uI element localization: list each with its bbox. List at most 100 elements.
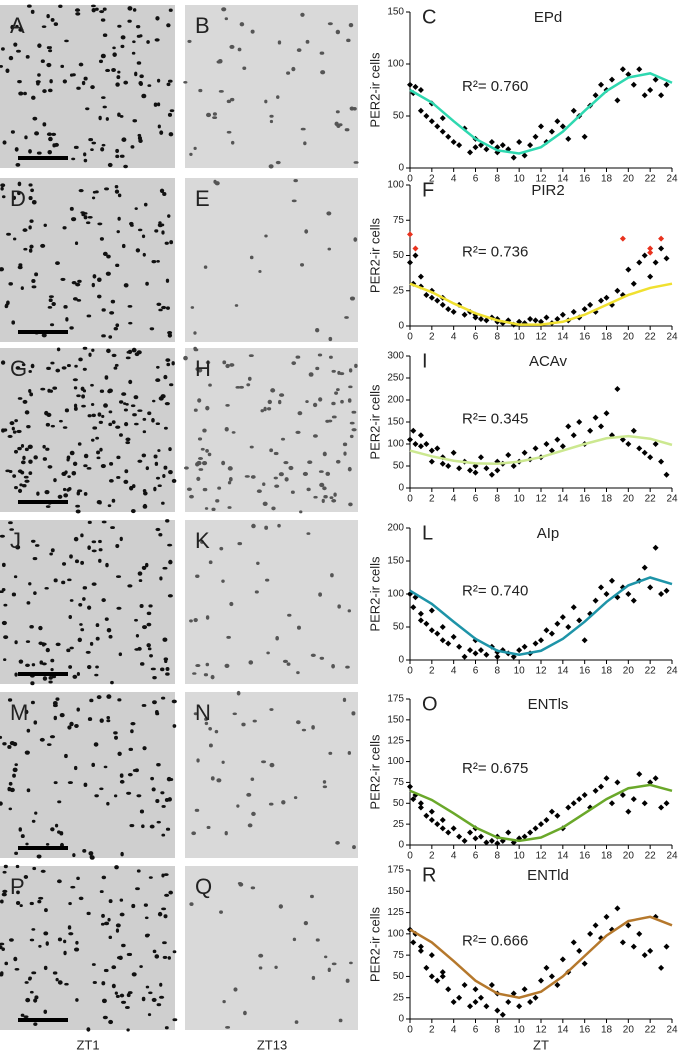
data-point xyxy=(439,969,446,976)
x-tick-label: 6 xyxy=(473,851,479,862)
cell xyxy=(348,385,353,389)
cell xyxy=(319,656,325,660)
cell xyxy=(115,82,120,87)
cell xyxy=(157,449,161,453)
cell xyxy=(27,444,33,450)
cell xyxy=(155,16,160,21)
cell xyxy=(115,323,120,328)
cell xyxy=(83,782,88,787)
cell xyxy=(226,635,231,639)
chart-title: PIR2 xyxy=(531,182,564,199)
cell xyxy=(196,758,200,763)
cell xyxy=(73,145,79,149)
data-point xyxy=(472,650,479,657)
cell xyxy=(57,980,63,985)
fit-curve xyxy=(409,282,673,326)
cell xyxy=(165,827,171,831)
data-point xyxy=(636,771,643,778)
cell xyxy=(33,720,38,725)
data-point xyxy=(603,775,610,782)
cell xyxy=(88,138,94,142)
cell xyxy=(146,611,152,616)
cell xyxy=(18,91,24,96)
cell xyxy=(74,559,80,564)
panel-label: Q xyxy=(195,874,212,899)
cell xyxy=(69,326,74,330)
cell xyxy=(196,460,202,466)
cell xyxy=(344,128,350,132)
cell xyxy=(92,190,97,194)
cell xyxy=(44,410,49,416)
x-tick-label: 22 xyxy=(645,494,657,505)
data-point xyxy=(554,620,561,627)
data-point xyxy=(472,835,479,842)
data-point xyxy=(543,964,550,971)
x-tick-label: 16 xyxy=(579,851,591,862)
data-point xyxy=(603,294,610,301)
cell xyxy=(351,410,357,414)
cell xyxy=(237,47,242,52)
cell xyxy=(160,696,166,700)
cell xyxy=(147,411,152,416)
cell xyxy=(108,935,113,940)
cell xyxy=(6,300,10,306)
cell xyxy=(296,671,300,675)
cell xyxy=(40,59,45,64)
cell xyxy=(293,178,298,183)
cell xyxy=(139,965,143,968)
data-point xyxy=(554,315,561,322)
annotation: R²= 0.740 xyxy=(462,582,528,599)
cell xyxy=(171,699,177,704)
data-point xyxy=(652,76,659,83)
x-tick-label: 2 xyxy=(429,494,435,505)
x-tick-label: 20 xyxy=(623,851,635,862)
cell xyxy=(14,449,19,454)
data-point xyxy=(450,139,457,145)
cell xyxy=(158,532,163,537)
cell xyxy=(349,296,356,301)
cell xyxy=(24,750,30,755)
data-point xyxy=(630,943,637,950)
cell xyxy=(117,70,121,74)
cell xyxy=(82,367,87,371)
cell xyxy=(331,415,337,419)
cell xyxy=(143,503,147,507)
cell xyxy=(148,876,153,879)
cell xyxy=(2,870,7,874)
cell xyxy=(24,135,28,140)
cell xyxy=(24,709,29,715)
cell xyxy=(97,222,103,226)
micrograph xyxy=(0,178,175,342)
cell xyxy=(249,255,254,260)
cell xyxy=(83,491,88,496)
cell xyxy=(8,282,13,286)
x-tick-label: 6 xyxy=(473,494,479,505)
cell xyxy=(167,79,173,83)
cell xyxy=(96,450,101,455)
data-point xyxy=(565,135,572,142)
cell xyxy=(46,62,52,68)
cell xyxy=(121,243,126,249)
data-point xyxy=(554,118,561,125)
x-tick-label: 2 xyxy=(429,174,435,185)
cell xyxy=(82,597,86,601)
data-point xyxy=(647,87,654,93)
cell xyxy=(165,667,170,671)
cell xyxy=(226,130,232,134)
cell xyxy=(44,586,49,590)
cell xyxy=(100,463,106,469)
micrograph xyxy=(185,348,358,512)
cell xyxy=(76,86,81,90)
cell xyxy=(48,49,53,53)
cell xyxy=(18,659,24,664)
cell xyxy=(31,928,36,931)
cell xyxy=(88,352,92,357)
cell xyxy=(164,1026,169,1030)
data-point xyxy=(428,627,435,634)
cell xyxy=(37,73,41,77)
cell xyxy=(89,698,94,703)
cell xyxy=(53,578,58,583)
cell xyxy=(239,22,245,27)
cell xyxy=(123,283,129,288)
